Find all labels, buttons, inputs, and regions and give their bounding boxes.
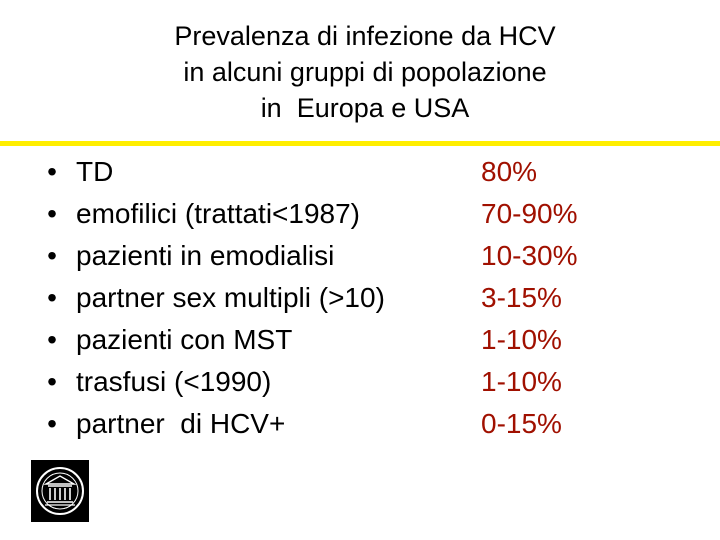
prevalence-value: 3-15% — [481, 282, 562, 313]
prevalence-value: 1-10% — [481, 324, 562, 355]
seal-graphic — [31, 460, 89, 522]
bullet: • — [47, 198, 57, 229]
list-item: • partner sex multipli (>10) 3-15% — [0, 277, 720, 319]
bullet: • — [47, 240, 57, 271]
prevalence-value: 80% — [481, 156, 538, 187]
list-item: • partner di HCV+ 0-15% — [0, 403, 720, 445]
bullet: • — [47, 156, 57, 187]
group-label: pazienti in emodialisi — [76, 240, 335, 271]
slide-title: Prevalenza di infezione da HCV in alcuni… — [60, 18, 670, 126]
title-line: in Europa e USA — [260, 93, 470, 123]
prevalence-value: 70-90% — [481, 198, 578, 229]
title-line: in alcuni gruppi di popolazione — [183, 57, 547, 87]
group-label: partner sex multipli (>10) — [76, 282, 385, 313]
university-seal-icon — [31, 460, 89, 522]
group-label: trasfusi (<1990) — [76, 366, 272, 397]
list-item: • pazienti con MST 1-10% — [0, 319, 720, 361]
bullet: • — [47, 324, 57, 355]
title-divider — [0, 141, 720, 146]
group-label: emofilici (trattati<1987) — [76, 198, 361, 229]
list-item: • pazienti in emodialisi 10-30% — [0, 235, 720, 277]
list-item: • TD 80% — [0, 151, 720, 193]
group-label: TD — [76, 156, 114, 187]
title-line: Prevalenza di infezione da HCV — [174, 21, 556, 51]
prevalence-value: 0-15% — [481, 408, 562, 439]
prevalence-value: 10-30% — [481, 240, 578, 271]
list-item: • trasfusi (<1990) 1-10% — [0, 361, 720, 403]
bullet: • — [47, 366, 57, 397]
group-label: partner di HCV+ — [76, 408, 286, 439]
bullet: • — [47, 408, 57, 439]
list-item: • emofilici (trattati<1987) 70-90% — [0, 193, 720, 235]
group-label: pazienti con MST — [76, 324, 293, 355]
prevalence-value: 1-10% — [481, 366, 562, 397]
bullet: • — [47, 282, 57, 313]
